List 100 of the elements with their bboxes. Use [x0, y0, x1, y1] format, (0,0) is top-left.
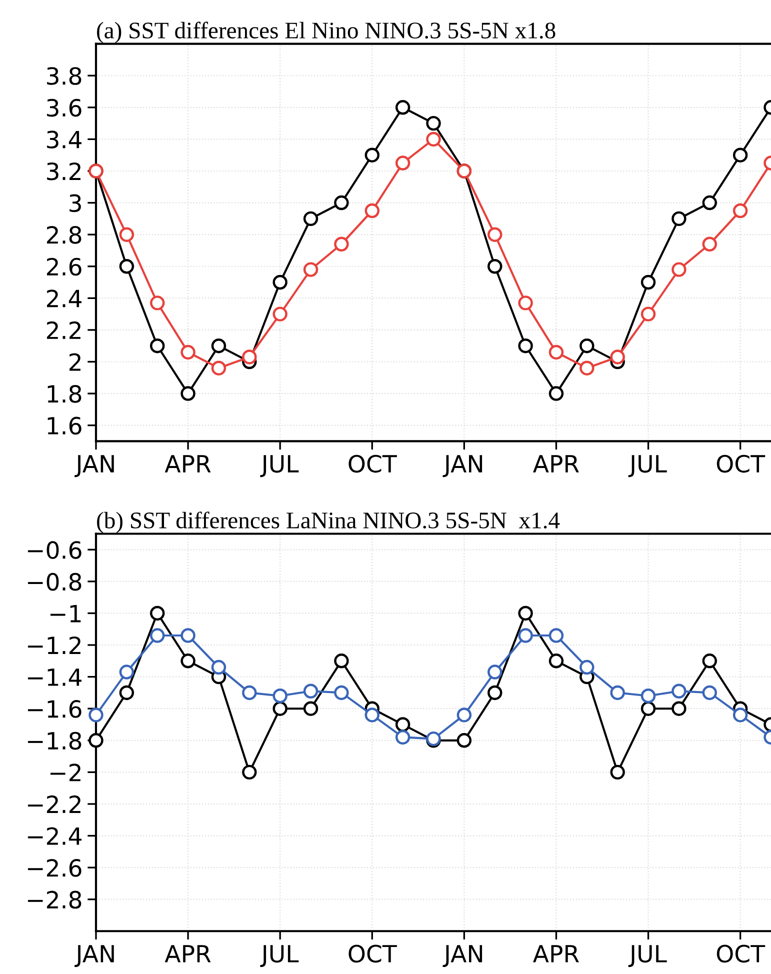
point	[364, 203, 380, 218]
x-tick-label: JAN	[442, 455, 482, 478]
x-tick-label: JUL	[628, 455, 667, 478]
x-tick-label: APR	[164, 945, 211, 962]
y-tick-label: −2.2	[28, 795, 80, 813]
point	[672, 211, 686, 226]
point	[672, 701, 686, 716]
point	[610, 685, 625, 700]
y-tick-label: −1.6	[28, 700, 82, 718]
point	[456, 708, 472, 722]
y-tick-label: −2	[50, 764, 80, 782]
x-tick-label: JUL	[260, 945, 299, 968]
point	[272, 701, 288, 716]
point	[426, 132, 441, 147]
x-tick-label: JAN	[442, 945, 482, 968]
point	[488, 259, 502, 274]
point	[548, 386, 564, 401]
point	[672, 684, 686, 698]
point	[580, 360, 594, 376]
point	[518, 296, 533, 310]
point	[732, 203, 748, 218]
y-tick-label: 1.8	[48, 384, 82, 403]
point	[364, 708, 380, 722]
point	[640, 306, 656, 322]
point	[732, 708, 748, 722]
point	[180, 386, 196, 401]
point	[548, 628, 564, 643]
y-tick-label: 3.6	[47, 98, 82, 117]
point	[640, 701, 656, 716]
y-tick-label: 2.2	[46, 321, 80, 339]
point	[119, 664, 134, 680]
point	[548, 344, 564, 360]
point	[150, 296, 165, 310]
point	[640, 688, 656, 704]
y-tick-label: −1.8	[28, 732, 82, 750]
point	[180, 654, 196, 668]
y-tick-label: −1.4	[28, 668, 82, 686]
y-tick-label: 3.4	[47, 130, 82, 149]
x-tick-label: OCT	[348, 454, 397, 473]
point	[395, 717, 410, 732]
chart-title: (b) SST differences LaNina NINO.3 5S-5N x1.4	[97, 512, 560, 534]
x-tick-label: OCT	[348, 944, 397, 963]
y-tick-label: −2.8	[28, 890, 82, 909]
point	[395, 156, 410, 170]
point	[303, 684, 318, 698]
point	[610, 350, 625, 364]
point	[180, 344, 196, 360]
point	[334, 654, 349, 668]
point	[119, 227, 134, 242]
point	[242, 685, 257, 700]
point	[150, 606, 165, 621]
y-tick-label: −1.2	[28, 636, 80, 654]
x-tick-label: APR	[533, 455, 579, 472]
point	[426, 116, 441, 131]
x-tick-label: JUL	[628, 945, 667, 968]
point	[702, 654, 717, 668]
point	[334, 236, 349, 252]
x-tick-label: JAN	[74, 945, 114, 968]
point	[272, 274, 288, 290]
x-tick-label: JAN	[74, 455, 114, 478]
point	[88, 708, 104, 722]
point	[488, 685, 502, 700]
point	[242, 764, 257, 780]
x-tick-label: APR	[164, 455, 211, 472]
point	[456, 733, 472, 748]
point	[548, 654, 564, 668]
point	[150, 338, 165, 354]
y-tick-label: −2.6	[28, 859, 82, 877]
point	[702, 195, 717, 210]
y-tick-label: 2.4	[46, 290, 82, 308]
y-tick-label: 1.6	[48, 416, 82, 435]
point	[610, 764, 625, 780]
point	[180, 628, 196, 643]
point	[334, 685, 349, 700]
point	[488, 664, 502, 680]
point	[702, 685, 717, 700]
chart-title: (a) SST differences El Nino NINO.3 5S-5N x1.8	[97, 22, 556, 44]
point	[150, 628, 165, 643]
y-tick-label: 2.6	[46, 258, 82, 276]
x-tick-label: JUL	[260, 455, 299, 478]
y-tick-label: 3.8	[47, 67, 82, 85]
y-tick-label: −0.8	[28, 572, 82, 591]
y-tick-label: −2.4	[28, 827, 82, 845]
y-tick-label: 3.2	[47, 162, 80, 180]
y-tick-label: −0.6	[28, 541, 82, 559]
point	[672, 262, 686, 277]
point	[303, 211, 318, 226]
point	[732, 148, 748, 162]
point	[272, 306, 288, 322]
point	[702, 236, 717, 252]
y-tick-label: −1	[50, 604, 81, 622]
point	[303, 262, 318, 277]
point	[395, 100, 410, 115]
x-tick-label: OCT	[716, 944, 766, 963]
point	[580, 660, 594, 675]
x-tick-label: APR	[533, 945, 579, 962]
point	[211, 660, 226, 675]
point	[211, 360, 226, 376]
y-tick-label: 2	[70, 353, 80, 371]
point	[580, 338, 594, 354]
